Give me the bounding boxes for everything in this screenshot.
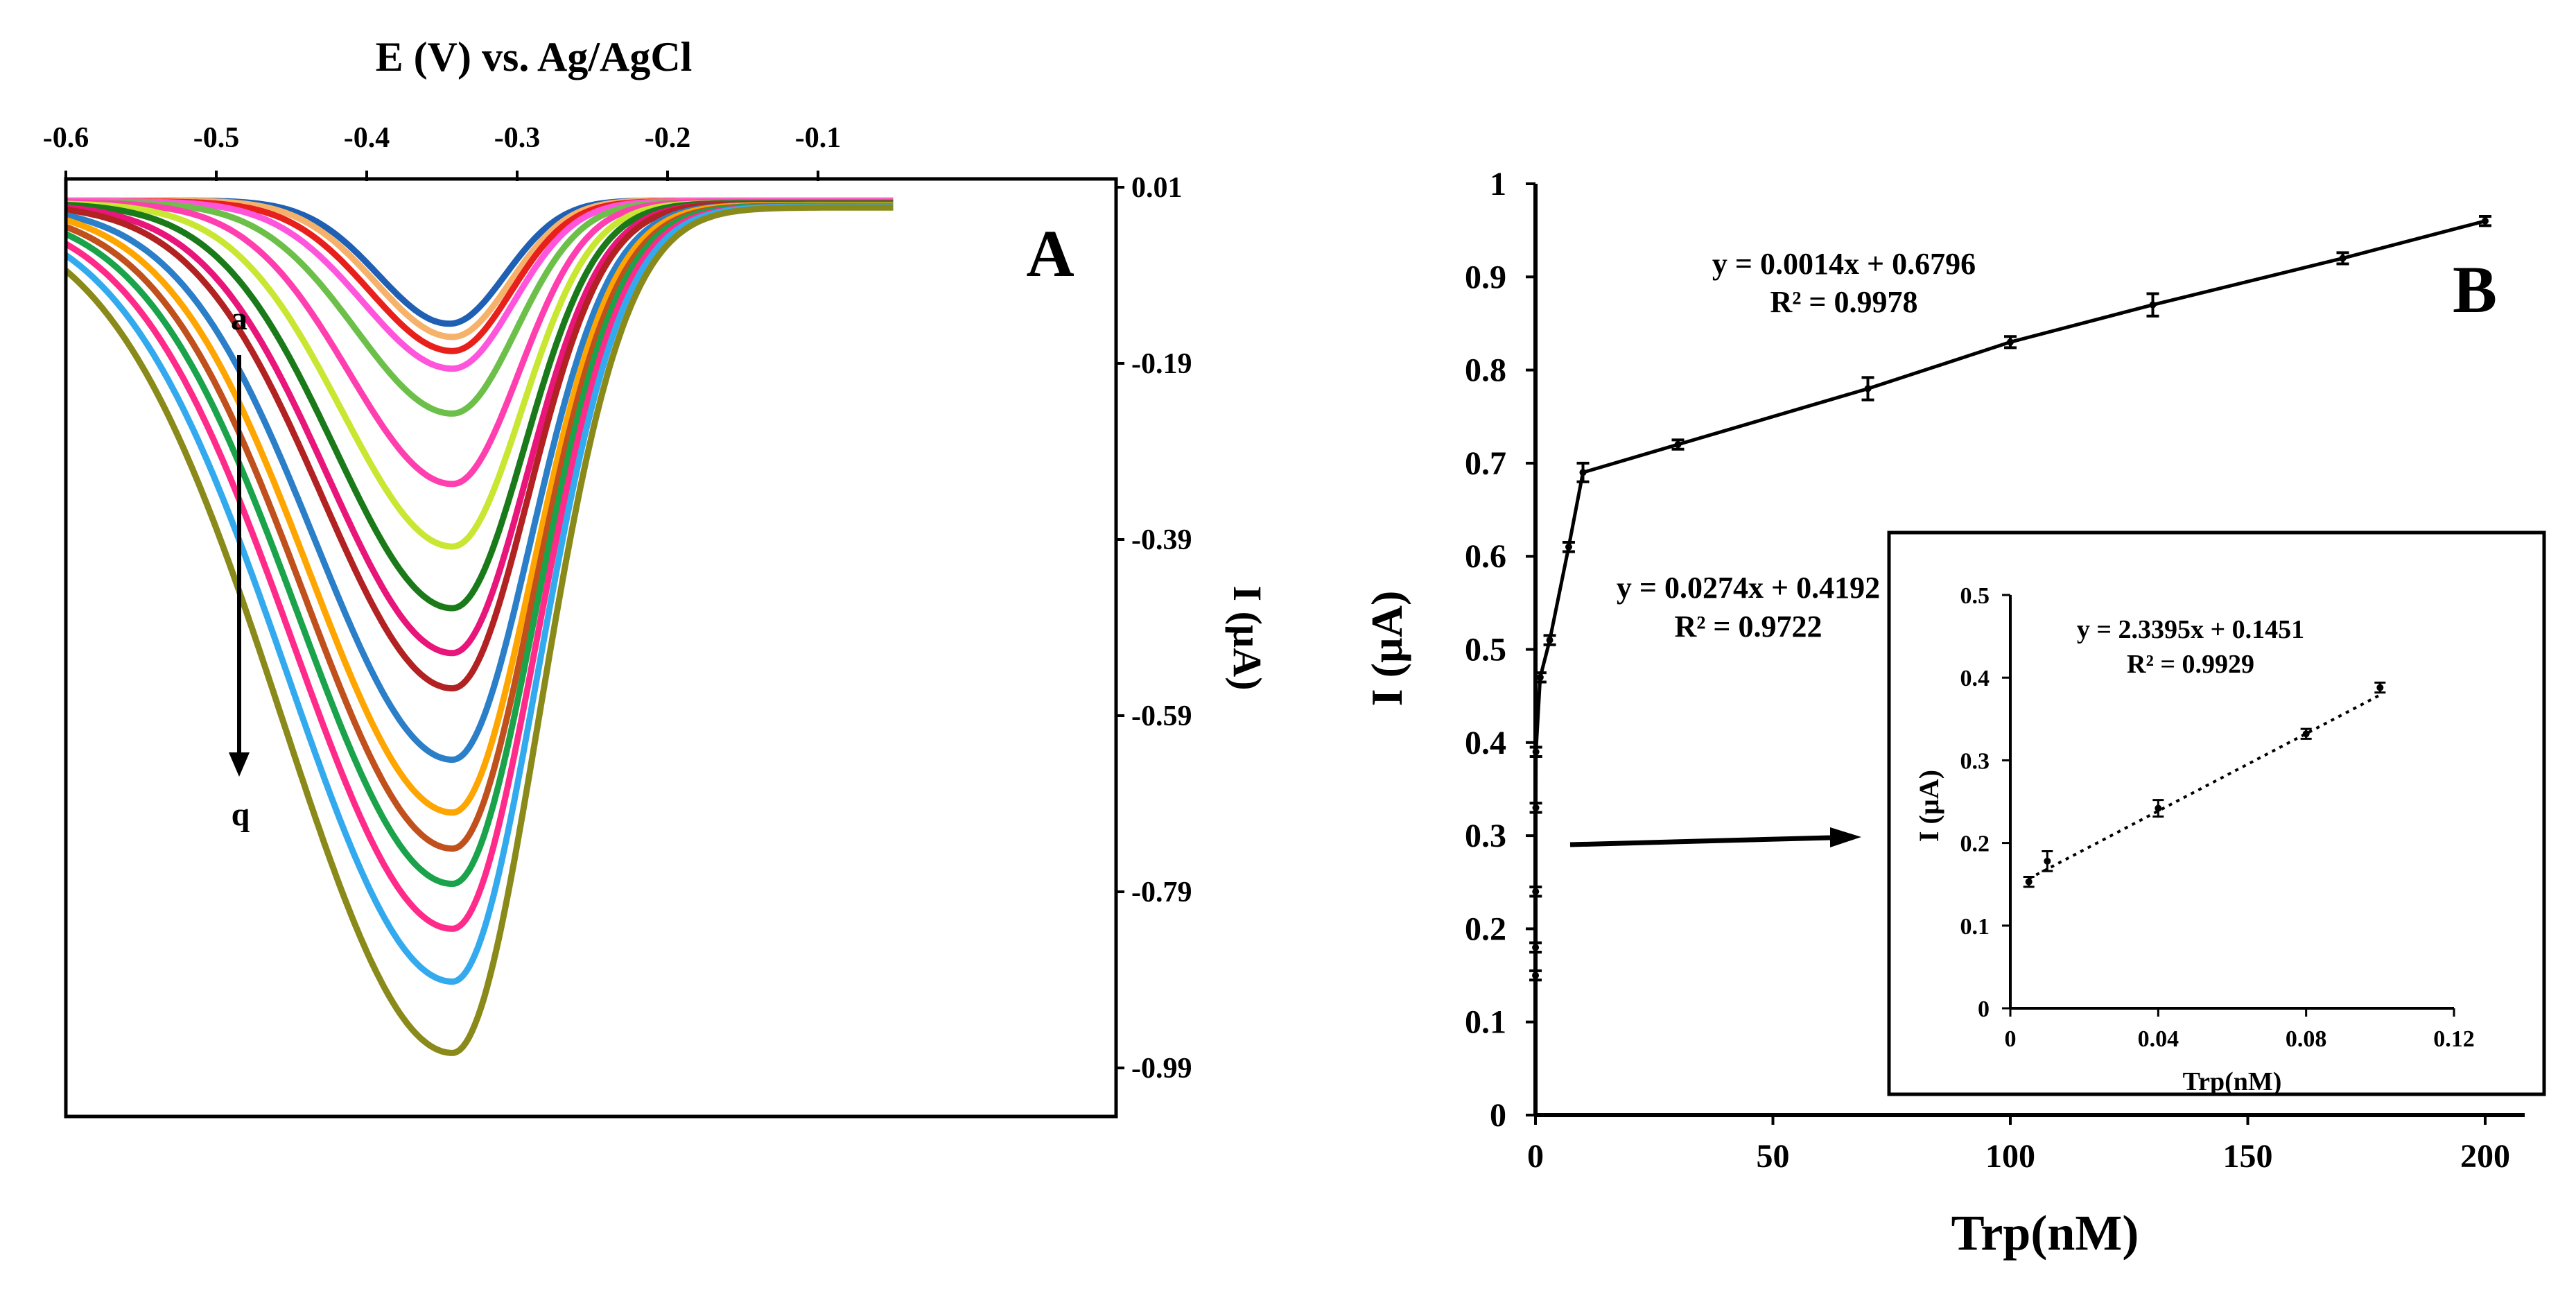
panel-a-arrow-end-label: q bbox=[232, 796, 250, 833]
data-point bbox=[1546, 637, 1554, 644]
panel-b-x-axis-title: Trp(nM) bbox=[1951, 1205, 2139, 1261]
inset-x-tick-label: 0.12 bbox=[2433, 1026, 2475, 1052]
inset-y-tick-label: 0.3 bbox=[1960, 748, 1990, 774]
panel-b-y-axis-title: I (µA) bbox=[1362, 591, 1411, 707]
data-point bbox=[2149, 301, 2157, 309]
panel-b: 0 0.1 0.2 0.3 0.4 0.5 0.6 0.7 0.8 0.9 1 0 50 100 150 2… bbox=[1362, 166, 2546, 1261]
inset-data-point bbox=[2155, 804, 2162, 812]
panel-b-y-tick-label: 0.1 bbox=[1465, 1004, 1506, 1041]
data-point bbox=[1532, 944, 1540, 951]
panel-b-y-ticks: 0 0.1 0.2 0.3 0.4 0.5 0.6 0.7 0.8 0.9 1 bbox=[1465, 166, 1535, 1134]
panel-a-x-tick-label: -0.1 bbox=[795, 122, 842, 154]
inset-x-tick-label: 0.04 bbox=[2138, 1026, 2179, 1052]
inset-frame bbox=[1887, 530, 2546, 1096]
panel-a: E (V) vs. Ag/AgCl -0.6 -0.5 -0.4 -0.3 -0.2 -0… bbox=[43, 34, 1270, 1119]
panel-a-arrow bbox=[229, 355, 250, 777]
panel-a-y-tick-label: -0.99 bbox=[1131, 1053, 1192, 1085]
panel-b-y-tick-label: 0.4 bbox=[1465, 725, 1506, 761]
panel-a-x-tick-label: -0.6 bbox=[43, 122, 89, 154]
panel-b-x-tick-label: 0 bbox=[1527, 1138, 1544, 1175]
panel-a-x-tick-label: -0.4 bbox=[344, 122, 390, 154]
inset-data-point bbox=[2302, 730, 2310, 738]
data-point bbox=[1532, 888, 1540, 895]
panel-b-y-tick-label: 0 bbox=[1490, 1097, 1506, 1134]
panel-b-upper-equation: y = 0.0014x + 0.6796 bbox=[1712, 247, 1976, 281]
panel-b-x-tick-label: 150 bbox=[2223, 1138, 2273, 1175]
panel-b-upper-r2: R² = 0.9978 bbox=[1770, 285, 1917, 319]
voltammogram-curve-k bbox=[64, 201, 894, 763]
inset-y-tick-label: 0.5 bbox=[1960, 583, 1990, 609]
panel-b-calibration-series bbox=[1529, 215, 2491, 982]
panel-a-y-tick-label: 0.01 bbox=[1131, 172, 1183, 204]
panel-b-y-tick-label: 0.9 bbox=[1465, 259, 1506, 295]
panel-a-label: A bbox=[1026, 216, 1074, 291]
inset-equation: y = 2.3395x + 0.1451 bbox=[2077, 615, 2304, 644]
panel-a-y-ticks: 0.01 -0.19 -0.39 -0.59 -0.79 -0.99 bbox=[1116, 172, 1192, 1085]
panel-b-x-tick-label: 100 bbox=[1985, 1138, 2035, 1175]
panel-b-lower-equation: y = 0.0274x + 0.4192 bbox=[1617, 571, 1880, 605]
inset-y-tick-label: 0.1 bbox=[1960, 914, 1990, 940]
inset-y-axis-title: I (µA) bbox=[1913, 770, 1944, 842]
panel-b-x-tick-label: 50 bbox=[1757, 1138, 1790, 1175]
data-point bbox=[1674, 441, 1682, 449]
panel-b-y-tick-label: 0.8 bbox=[1465, 352, 1506, 389]
panel-b-y-tick-label: 0.7 bbox=[1465, 445, 1506, 482]
inset-series bbox=[2023, 681, 2386, 888]
inset-y-tick-label: 0.2 bbox=[1960, 831, 1990, 857]
data-point bbox=[1536, 673, 1544, 681]
panel-a-x-tick-label: -0.3 bbox=[494, 122, 541, 154]
data-point bbox=[1565, 543, 1572, 551]
panel-a-y-tick-label: -0.59 bbox=[1131, 700, 1192, 732]
data-point bbox=[1864, 385, 1872, 392]
panel-b-inset: 0 0.1 0.2 0.3 0.4 0.5 0 0.04 0.08 0.12 y = 2.339… bbox=[1887, 530, 2546, 1096]
data-point bbox=[2482, 217, 2489, 225]
voltammogram-curve-q bbox=[64, 204, 894, 1056]
panel-b-y-tick-label: 0.2 bbox=[1465, 911, 1506, 947]
data-point bbox=[1579, 469, 1587, 476]
panel-b-x-ticks: 0 50 100 150 200 bbox=[1527, 1115, 2510, 1175]
panel-a-x-tick-label: -0.5 bbox=[193, 122, 240, 154]
inset-x-ticks: 0 0.04 0.08 0.12 bbox=[2005, 1008, 2475, 1052]
inset-trendline bbox=[2028, 693, 2381, 880]
inset-r2: R² = 0.9929 bbox=[2127, 650, 2254, 679]
voltammogram-curve-j bbox=[65, 200, 894, 692]
panel-a-y-tick-label: -0.19 bbox=[1131, 348, 1192, 380]
inset-x-tick-label: 0 bbox=[2005, 1026, 2017, 1052]
inset-y-ticks: 0 0.1 0.2 0.3 0.4 0.5 bbox=[1960, 583, 2010, 1022]
inset-x-tick-label: 0.08 bbox=[2286, 1026, 2327, 1052]
inset-y-tick-label: 0 bbox=[1978, 997, 1990, 1022]
inset-x-axis-title: Trp(nM) bbox=[2183, 1067, 2282, 1096]
panel-b-y-tick-label: 0.5 bbox=[1465, 632, 1506, 668]
inset-y-tick-label: 0.4 bbox=[1960, 666, 1990, 691]
panel-a-y-axis-title: I (µA) bbox=[1225, 585, 1270, 690]
voltammogram-curve-a bbox=[65, 197, 894, 327]
panel-b-y-tick-label: 1 bbox=[1490, 166, 1506, 202]
panel-b-y-tick-label: 0.3 bbox=[1465, 818, 1506, 854]
data-point bbox=[1532, 748, 1540, 756]
inset-data-point bbox=[2376, 684, 2384, 691]
panel-b-inset-arrow bbox=[1569, 827, 1861, 847]
data-point bbox=[2339, 255, 2347, 262]
panel-a-x-axis-title: E (V) vs. Ag/AgCl bbox=[376, 34, 693, 80]
panel-b-label: B bbox=[2453, 252, 2497, 327]
panel-b-y-tick-label: 0.6 bbox=[1465, 538, 1506, 575]
panel-a-arrow-start-label: a bbox=[231, 300, 247, 337]
panel-b-lower-r2: R² = 0.9722 bbox=[1674, 610, 1822, 644]
panel-a-plot-frame bbox=[64, 177, 1118, 1119]
panel-a-x-ticks: -0.6 -0.5 -0.4 -0.3 -0.2 -0.1 bbox=[43, 122, 842, 181]
panel-a-y-tick-label: -0.79 bbox=[1131, 877, 1192, 908]
inset-data-point bbox=[2025, 878, 2033, 886]
panel-a-x-tick-label: -0.2 bbox=[645, 122, 691, 154]
panel-a-y-tick-label: -0.39 bbox=[1131, 524, 1192, 556]
data-point bbox=[1532, 972, 1540, 979]
inset-data-point bbox=[2044, 857, 2051, 865]
data-point bbox=[2007, 338, 2014, 346]
panel-b-x-tick-label: 200 bbox=[2460, 1138, 2510, 1175]
panel-a-voltammograms bbox=[64, 197, 894, 1056]
data-point bbox=[1532, 804, 1540, 811]
